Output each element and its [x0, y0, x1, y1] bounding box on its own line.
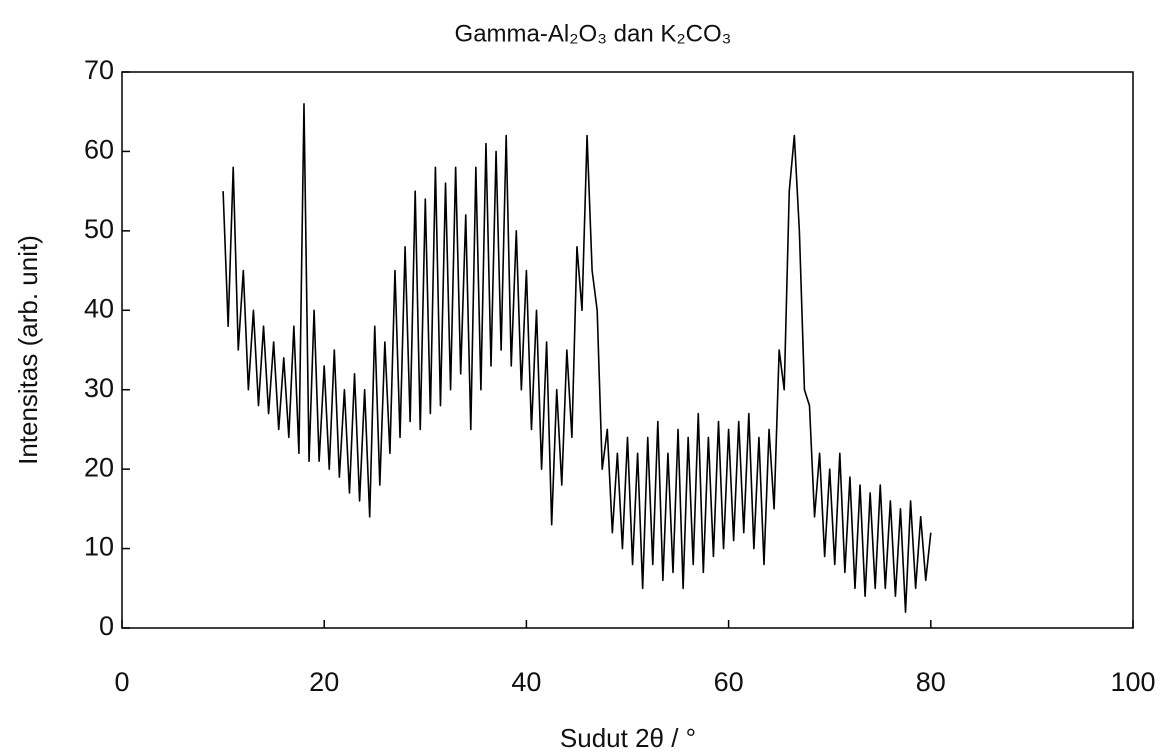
y-tick-label: 0: [99, 611, 114, 641]
x-tick-label: 20: [309, 667, 339, 697]
x-tick-label: 80: [916, 667, 946, 697]
y-tick-label: 30: [84, 373, 114, 403]
y-tick-label: 70: [84, 55, 114, 85]
x-tick-label: 100: [1110, 667, 1155, 697]
data-line: [222, 102, 932, 613]
y-tick-label: 20: [84, 452, 114, 482]
x-tick-label: 0: [114, 667, 129, 697]
y-axis-label: Intensitas (arb. unit): [13, 235, 43, 465]
chart-title: Gamma-Al₂O₃ dan K₂CO₃: [455, 20, 732, 47]
x-tick-label: 40: [511, 667, 541, 697]
x-tick-label: 60: [714, 667, 744, 697]
y-tick-label: 50: [84, 214, 114, 244]
x-axis-label: Sudut 2θ / °: [560, 723, 696, 753]
y-tick-label: 40: [84, 293, 114, 323]
plot-frame: [121, 71, 1134, 629]
y-tick-label: 10: [84, 532, 114, 562]
y-tick-label: 60: [84, 135, 114, 165]
